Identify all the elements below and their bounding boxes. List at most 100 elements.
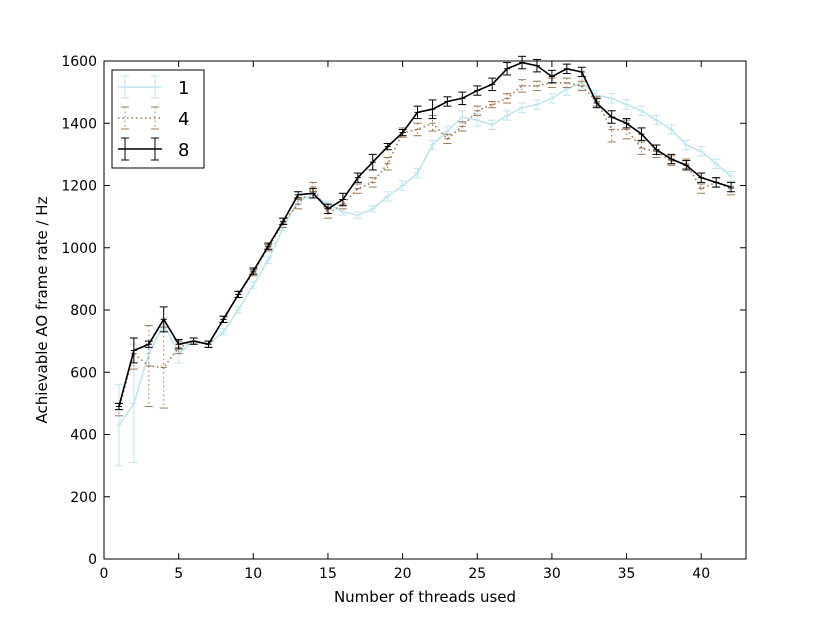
x-axis-label: Number of threads used [334, 588, 516, 606]
errorbar [622, 99, 631, 110]
errorbar [159, 306, 168, 333]
errorbar [682, 160, 691, 171]
errorbar [428, 139, 437, 151]
errorbar [518, 55, 527, 70]
errorbar [458, 91, 467, 106]
errorbar [503, 110, 512, 121]
errorbar [219, 328, 228, 336]
errorbar [652, 144, 661, 155]
errorbar [488, 77, 497, 92]
errorbar [637, 127, 646, 141]
errorbar [682, 139, 691, 151]
y-tick-label: 600 [70, 365, 97, 381]
errorbar [547, 69, 556, 84]
errorbar [428, 99, 437, 120]
axis-ticks: 0 5 10 15 20 25 30 35 40020040060080010001200140… [61, 54, 746, 582]
errorbar [323, 203, 332, 215]
errorbar [353, 172, 362, 183]
errorbar [637, 141, 646, 155]
errorbar [129, 343, 138, 464]
errorbar [562, 77, 571, 88]
series-line [118, 82, 732, 410]
errorbar [413, 122, 422, 137]
x-tick-label: 15 [319, 566, 337, 582]
errorbar [577, 80, 586, 92]
errorbar [264, 242, 273, 250]
errorbar [607, 110, 616, 124]
legend-item-8: 8 [118, 137, 189, 161]
errorbar [503, 93, 512, 104]
errorbar [697, 146, 706, 157]
x-tick-label: 10 [244, 566, 262, 582]
errorbar [488, 100, 497, 109]
errorbar [398, 180, 407, 191]
errorbar [503, 62, 512, 76]
errorbar [607, 93, 616, 104]
errorbar [368, 153, 377, 171]
errorbar [532, 58, 541, 73]
y-tick-label: 1400 [61, 116, 97, 132]
errorbar [383, 142, 392, 151]
errorbar [383, 156, 392, 171]
errorbar [129, 337, 138, 364]
errorbar [473, 85, 482, 96]
legend-box [111, 69, 205, 169]
series-8 [114, 55, 736, 411]
errorbar [368, 177, 377, 188]
errorbar [249, 267, 258, 275]
x-tick-label: 25 [468, 566, 486, 582]
errorbar [637, 105, 646, 116]
y-tick-label: 1000 [61, 241, 97, 257]
errorbar [727, 170, 736, 182]
legend-label: 1 [178, 78, 189, 99]
errorbar [697, 183, 706, 194]
errorbar [667, 124, 676, 135]
errorbar [234, 290, 243, 299]
errorbar [712, 158, 721, 169]
errorbar [488, 119, 497, 130]
errorbar [279, 217, 288, 225]
y-tick-label: 1600 [61, 54, 97, 70]
errorbar [144, 340, 153, 348]
errorbar [234, 306, 243, 314]
errorbar [309, 188, 318, 199]
errorbar [532, 80, 541, 92]
x-tick-label: 35 [618, 566, 636, 582]
errorbar [622, 118, 631, 129]
x-tick-label: 30 [543, 566, 561, 582]
errorbar [174, 339, 183, 350]
errorbar [144, 325, 153, 407]
y-tick-label: 800 [70, 303, 97, 319]
y-tick-label: 1200 [61, 179, 97, 195]
legend-item-1: 1 [118, 75, 189, 99]
y-tick-label: 400 [70, 428, 97, 444]
errorbar [712, 177, 721, 188]
errorbar [338, 192, 347, 207]
errorbar [383, 191, 392, 202]
series-line [118, 61, 732, 407]
errorbar [547, 93, 556, 104]
errorbar [413, 167, 422, 179]
errorbar [189, 337, 198, 345]
errorbar [114, 384, 123, 467]
errorbar [473, 105, 482, 116]
errorbar [294, 191, 303, 199]
errorbar [413, 105, 422, 120]
x-tick-label: 40 [692, 566, 710, 582]
errorbar [368, 205, 377, 213]
x-tick-label: 5 [174, 566, 183, 582]
errorbar [518, 102, 527, 113]
errorbar [204, 340, 213, 348]
errorbar [518, 79, 527, 93]
errorbar [652, 114, 661, 126]
legend-item-4: 4 [118, 106, 189, 130]
errorbar [667, 153, 676, 165]
x-tick-label: 0 [100, 566, 109, 582]
errorbar [592, 97, 601, 109]
errorbar [114, 402, 123, 411]
legend: 1 4 8 [111, 69, 205, 169]
errorbar [562, 63, 571, 74]
errorbar [264, 256, 273, 264]
errorbar [577, 66, 586, 78]
